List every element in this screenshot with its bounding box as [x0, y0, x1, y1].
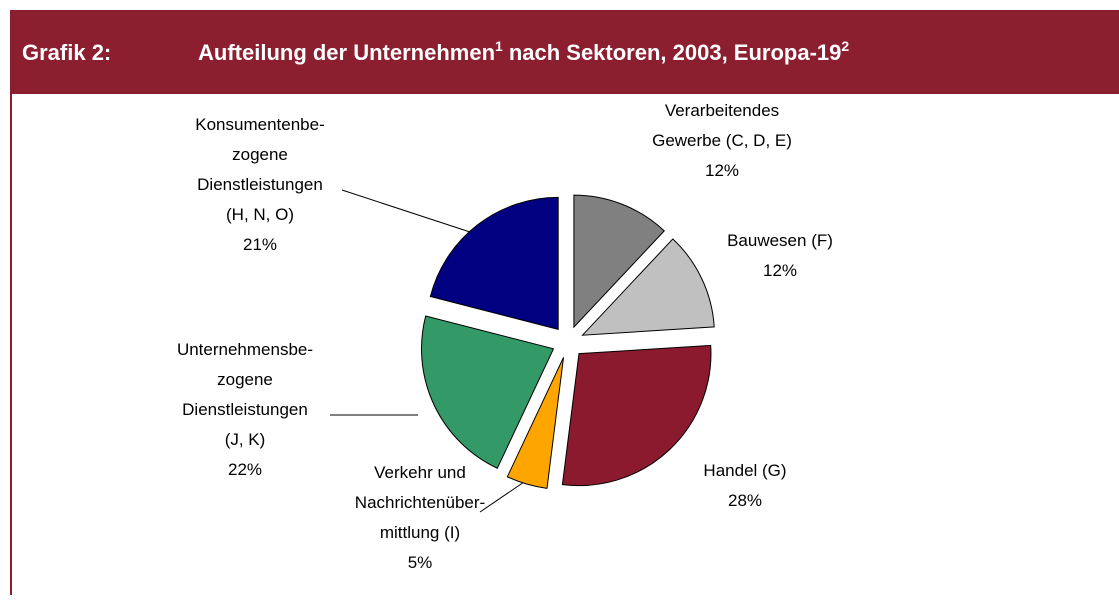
pie-slice	[506, 357, 565, 489]
category-label: Konsumentenbe-zogene Dienstleistungen (H, …	[195, 115, 324, 224]
label-line: Handel (G)	[703, 461, 786, 480]
figure-label: Grafik 2:	[22, 40, 111, 65]
pie-slice	[429, 196, 559, 331]
value-label: 5%	[408, 553, 433, 572]
label-line: zogene	[217, 370, 273, 389]
label-line: Gewerbe (C, D, E)	[652, 131, 792, 150]
slice-label: Konsumentenbe-zogene Dienstleistungen (H, …	[195, 115, 324, 254]
chart-title: Aufteilung der Unternehmen1 nach Sektoren…	[198, 38, 849, 65]
label-line: (H, N, O)	[226, 205, 294, 224]
leader-line	[479, 479, 528, 513]
value-label: 12%	[763, 261, 797, 280]
pie-slice	[581, 238, 715, 336]
label-line: Verkehr und	[374, 463, 466, 482]
label-line: Bauwesen (F)	[727, 231, 833, 250]
pie-slice	[561, 344, 712, 487]
label-line: Verarbeitendes	[665, 101, 779, 120]
header-bar	[10, 10, 1119, 94]
slice-label: Verkehr und Nachrichtenüber-mittlung (I) 5…	[355, 463, 485, 572]
slice-label: Unternehmensbe-zogene Dienstleistungen (J,…	[177, 340, 313, 479]
category-label: Unternehmensbe-zogene Dienstleistungen (J,…	[177, 340, 313, 449]
pie-slice	[421, 315, 555, 469]
label-line: zogene	[232, 145, 288, 164]
category-label: Verkehr und Nachrichtenüber-mittlung (I)	[355, 463, 485, 542]
category-label: Verarbeitendes Gewerbe (C, D, E)	[652, 101, 792, 150]
value-label: 22%	[228, 460, 262, 479]
value-label: 21%	[243, 235, 277, 254]
slice-label: Bauwesen (F) 12%	[727, 231, 833, 280]
label-line: Nachrichtenüber-	[355, 493, 485, 512]
title-footnote: 1	[495, 38, 503, 54]
pie-slice	[573, 194, 665, 329]
slice-label: Handel (G) 28%	[703, 461, 786, 510]
label-line: Dienstleistungen	[182, 400, 308, 419]
leader-line	[341, 189, 471, 233]
leader-lines	[330, 189, 528, 513]
label-line: Unternehmensbe-	[177, 340, 313, 359]
category-label: Handel (G)	[703, 461, 786, 480]
title-part: Aufteilung der Unternehmen	[198, 40, 495, 65]
label-line: mittlung (I)	[380, 523, 460, 542]
value-label: 12%	[705, 161, 739, 180]
title-footnote: 2	[841, 38, 849, 54]
slice-label: Verarbeitendes Gewerbe (C, D, E) 12%	[652, 101, 792, 180]
label-line: Dienstleistungen	[197, 175, 323, 194]
label-line: Konsumentenbe-	[195, 115, 324, 134]
label-line: (J, K)	[225, 430, 266, 449]
value-label: 28%	[728, 491, 762, 510]
category-label: Bauwesen (F)	[727, 231, 833, 250]
title-part: nach Sektoren, 2003, Europa-19	[509, 40, 842, 65]
